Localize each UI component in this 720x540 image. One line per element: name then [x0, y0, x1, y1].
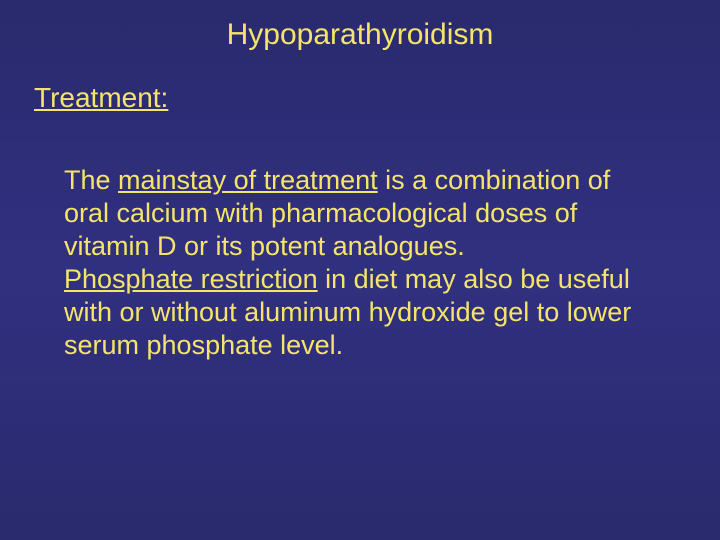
slide-title: Hypoparathyroidism	[0, 18, 720, 52]
underlined-text: Phosphate restriction	[64, 264, 318, 294]
underlined-text: mainstay of treatment	[118, 165, 378, 195]
slide-body: The mainstay of treatment is a combinati…	[64, 164, 662, 362]
body-paragraph: The mainstay of treatment is a combinati…	[64, 164, 662, 263]
body-text: The	[64, 165, 118, 195]
slide-subtitle: Treatment:	[34, 82, 168, 114]
body-paragraph: Phosphate restriction in diet may also b…	[64, 263, 662, 362]
